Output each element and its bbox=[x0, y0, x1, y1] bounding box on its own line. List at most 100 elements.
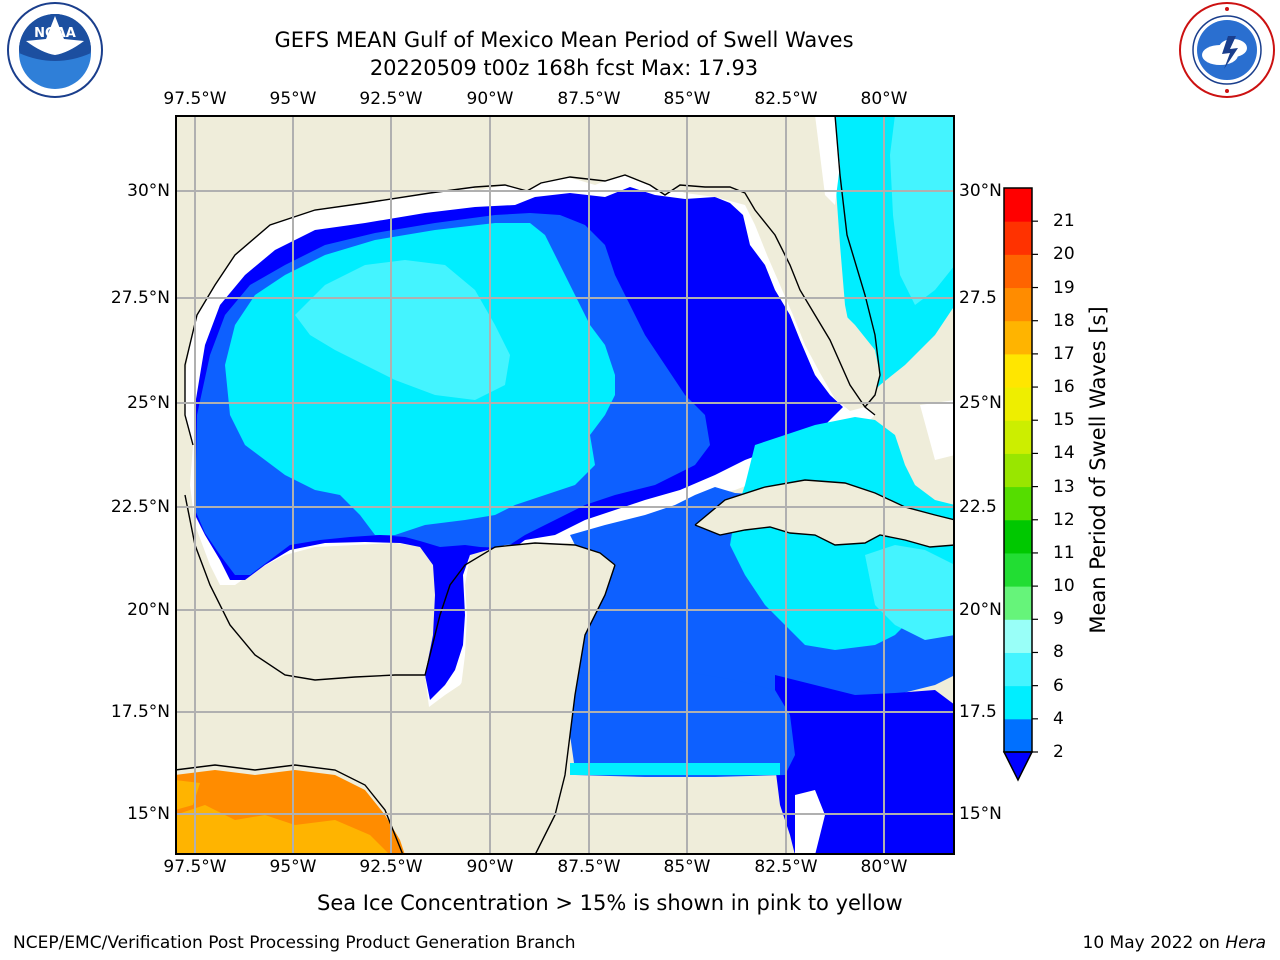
swell-period-16-17-zone bbox=[175, 780, 200, 810]
coastline bbox=[534, 564, 616, 855]
svg-text:NOAA: NOAA bbox=[34, 26, 76, 41]
colorbar-tick-label: 10 bbox=[1053, 576, 1075, 597]
colorbar-title: Mean Period of Swell Waves [s] bbox=[1086, 306, 1110, 634]
colorbar-segment bbox=[1004, 320, 1032, 355]
lon-label-bottom: 82.5°W bbox=[754, 857, 818, 877]
colorbar-segment bbox=[1004, 552, 1032, 587]
no-data-coastal-area bbox=[920, 400, 955, 460]
sea-ice-note: Sea Ice Concentration > 15% is shown in … bbox=[317, 891, 903, 915]
swell-period-8-9-zone bbox=[890, 115, 955, 305]
colorbar-segment bbox=[1004, 519, 1032, 554]
lon-label-bottom: 92.5°W bbox=[359, 857, 423, 877]
swell-period-8-9-zone bbox=[295, 260, 510, 400]
map-frame bbox=[175, 115, 955, 855]
footer-date: 10 May 2022 on Hera bbox=[1083, 933, 1267, 953]
map-title: GEFS MEAN Gulf of Mexico Mean Period of … bbox=[274, 28, 854, 52]
colorbar-segment bbox=[1004, 619, 1032, 653]
colorbar-segment bbox=[1004, 254, 1032, 289]
colorbar-tick-label: 11 bbox=[1053, 542, 1075, 563]
colorbar-segment bbox=[1004, 586, 1032, 620]
colorbar-under-triangle bbox=[1002, 751, 1034, 782]
colorbar-tick-label: 13 bbox=[1053, 476, 1075, 497]
colorbar-segment bbox=[1004, 453, 1032, 488]
colorbar-segment bbox=[1004, 188, 1032, 222]
lon-label-bottom: 95°W bbox=[269, 857, 317, 877]
lat-label-left: 17.5°N bbox=[110, 702, 170, 722]
footer-date-text: 10 May 2022 on bbox=[1082, 933, 1220, 953]
coastline bbox=[694, 479, 955, 526]
coastline bbox=[184, 494, 616, 681]
swell-period-16-17-zone bbox=[175, 805, 390, 855]
yucatan-peninsula bbox=[425, 543, 615, 855]
colorbar-segment bbox=[1004, 287, 1032, 322]
lat-label-left: 27.5°N bbox=[110, 288, 170, 308]
colorbar-tick-label: 12 bbox=[1053, 509, 1075, 530]
colorbar bbox=[1002, 187, 1038, 782]
lat-label-right: 30°N bbox=[959, 181, 1002, 201]
lat-label-left: 15°N bbox=[127, 804, 170, 824]
coastline bbox=[175, 764, 404, 855]
lon-label-bottom: 97.5°W bbox=[163, 857, 227, 877]
lat-label-left: 20°N bbox=[127, 600, 170, 620]
no-data-coastal-area bbox=[795, 790, 825, 855]
lon-label-top: 90°W bbox=[466, 89, 514, 109]
nws-logo bbox=[1179, 2, 1275, 98]
coastline bbox=[834, 115, 881, 408]
lat-label-left: 22.5°N bbox=[110, 497, 170, 517]
colorbar-segment bbox=[1004, 685, 1032, 720]
colorbar-tick-label: 19 bbox=[1053, 277, 1075, 298]
lon-label-bottom: 85°W bbox=[663, 857, 711, 877]
colorbar-segment bbox=[1004, 221, 1032, 255]
lon-label-top: 95°W bbox=[269, 89, 317, 109]
florida-panhandle bbox=[465, 115, 835, 191]
lat-label-right: 27.5 bbox=[959, 288, 997, 308]
colorbar-segment bbox=[1004, 353, 1032, 388]
lat-label-right: 20°N bbox=[959, 600, 1002, 620]
lon-label-bottom: 80°W bbox=[860, 857, 908, 877]
gulf-of-mexico-map bbox=[175, 115, 955, 855]
colorbar-tick-label: 20 bbox=[1053, 244, 1075, 265]
footer-host: Hera bbox=[1225, 933, 1266, 953]
coastline bbox=[184, 174, 876, 446]
colorbar-tick-label: 8 bbox=[1053, 642, 1064, 663]
lat-label-left: 30°N bbox=[127, 181, 170, 201]
lat-label-right: 25°N bbox=[959, 393, 1002, 413]
swell-period-4-6-zone bbox=[570, 670, 795, 777]
colorbar-ticks bbox=[1032, 220, 1038, 753]
colorbar-tick-label: 15 bbox=[1053, 410, 1075, 431]
coastline bbox=[694, 524, 955, 548]
swell-period-8-9-zone bbox=[865, 545, 955, 640]
lon-label-top: 82.5°W bbox=[754, 89, 818, 109]
lon-label-top: 92.5°W bbox=[359, 89, 423, 109]
lat-label-right: 15°N bbox=[959, 804, 1002, 824]
colorbar-tick-label: 17 bbox=[1053, 343, 1075, 364]
colorbar-tick-label: 21 bbox=[1053, 211, 1075, 232]
footer-credit: NCEP/EMC/Verification Post Processing Pr… bbox=[13, 933, 576, 953]
cuba-island bbox=[695, 480, 955, 547]
colorbar-tick-label: 14 bbox=[1053, 443, 1075, 464]
colorbar-segment bbox=[1004, 652, 1032, 687]
colorbar-segment bbox=[1004, 718, 1032, 753]
lat-label-left: 25°N bbox=[127, 393, 170, 413]
colorbar-tick-label: 2 bbox=[1053, 742, 1064, 762]
swell-period-6-8-zone bbox=[570, 763, 780, 775]
noaa-logo: NOAA bbox=[7, 2, 103, 98]
colorbar-frame bbox=[1003, 187, 1033, 753]
colorbar-tick-label: 18 bbox=[1053, 310, 1075, 331]
map-subtitle: 20220509 t00z 168h fcst Max: 17.93 bbox=[369, 56, 759, 80]
lon-label-top: 97.5°W bbox=[163, 89, 227, 109]
lat-label-right: 22.5 bbox=[959, 497, 997, 517]
lat-label-right: 17.5 bbox=[959, 702, 997, 722]
colorbar-segment bbox=[1004, 387, 1032, 421]
colorbar-segment bbox=[1004, 420, 1032, 454]
lon-label-top: 80°W bbox=[860, 89, 908, 109]
map-gridlines bbox=[175, 115, 955, 855]
colorbar-tick-label: 4 bbox=[1053, 708, 1064, 729]
colorbar-tick-label: 6 bbox=[1053, 675, 1064, 696]
lon-label-top: 85°W bbox=[663, 89, 711, 109]
colorbar-tick-label: 16 bbox=[1053, 377, 1075, 398]
colorbar-segment bbox=[1004, 486, 1032, 521]
lon-label-top: 87.5°W bbox=[557, 89, 621, 109]
no-data-coastal-area bbox=[815, 115, 840, 205]
mexico-coast bbox=[175, 115, 430, 855]
